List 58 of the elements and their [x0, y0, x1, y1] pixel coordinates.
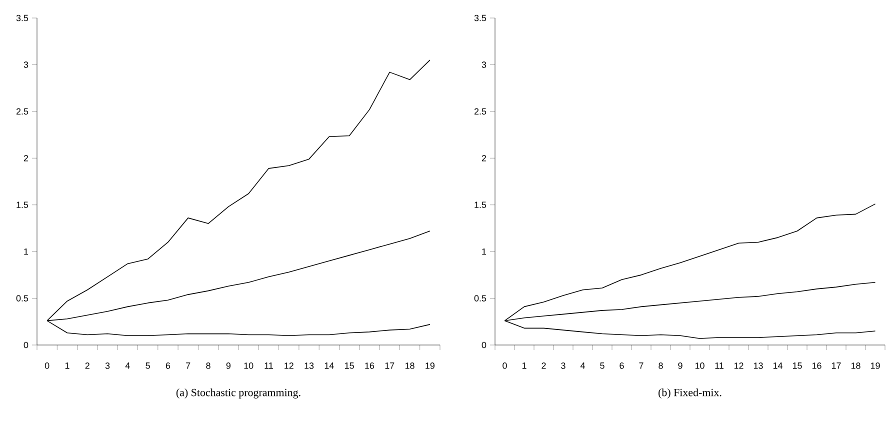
x-tick-label: 19	[870, 362, 880, 369]
x-tick-label: 7	[186, 362, 190, 369]
y-tick-label: 2.5	[16, 108, 28, 115]
y-tick-label: 1	[24, 248, 28, 255]
x-tick-label: 11	[715, 362, 724, 369]
x-tick-label: 2	[85, 362, 90, 369]
x-tick-label: 15	[345, 362, 354, 369]
x-tick-label: 5	[600, 362, 604, 369]
x-tick-label: 8	[206, 362, 210, 369]
x-tick-label: 0	[44, 362, 50, 369]
y-tick-label: 0	[482, 342, 486, 348]
y-tick-label: 0.5	[16, 295, 28, 302]
x-tick-label: 16	[365, 362, 374, 369]
x-tick-label: 14	[773, 362, 782, 369]
x-tick-label: 1	[65, 362, 70, 369]
x-tick-label: 9	[678, 362, 682, 369]
x-tick-label: 2	[542, 362, 546, 369]
x-tick-label: 13	[754, 362, 763, 369]
x-tick-label: 12	[734, 362, 744, 369]
x-tick-label: 17	[385, 362, 394, 369]
y-tick-label: 0	[24, 342, 28, 348]
y-tick-label: 2.5	[474, 108, 486, 115]
text: (a) Stochastic programming.	[176, 388, 300, 398]
y-tick-label: 2	[24, 155, 28, 162]
x-tick-label: 4	[580, 362, 585, 369]
y-tick-label: 3	[482, 62, 486, 68]
x-tick-label: 10	[244, 362, 254, 369]
y-tick-label: 3.5	[16, 14, 28, 22]
y-tick-label: 1.5	[474, 202, 486, 208]
y-tick-label: 3	[24, 62, 28, 68]
x-tick-label: 11	[264, 362, 273, 369]
x-tick-label: 10	[695, 362, 704, 369]
x-tick-label: 1	[522, 362, 526, 369]
x-tick-label: 6	[620, 362, 624, 369]
x-tick-label: 19	[426, 362, 434, 369]
x-tick-label: 18	[405, 362, 414, 369]
x-tick-label: 15	[792, 362, 802, 369]
y-tick-label: 2	[482, 155, 486, 162]
x-tick-label: 17	[832, 362, 841, 369]
text: (b) Fixed-mix.	[658, 388, 722, 398]
x-tick-label: 13	[304, 362, 314, 369]
x-tick-label: 7	[639, 362, 644, 369]
x-tick-label: 3	[105, 362, 110, 369]
x-tick-label: 6	[166, 362, 170, 369]
y-tick-label: 1.5	[16, 202, 28, 208]
x-tick-label: 9	[226, 362, 230, 369]
x-tick-label: 16	[812, 362, 822, 369]
y-tick-label: 3.5	[474, 14, 486, 22]
x-tick-label: 14	[324, 362, 334, 369]
x-tick-label: 0	[502, 362, 507, 369]
x-tick-label: 18	[851, 362, 860, 369]
x-tick-label: 8	[658, 362, 663, 369]
x-tick-label: 5	[146, 362, 150, 369]
x-tick-label: 12	[284, 362, 294, 369]
x-tick-label: 3	[561, 362, 566, 369]
y-tick-label: 0.5	[474, 295, 486, 302]
x-tick-label: 4	[125, 362, 130, 369]
y-tick-label: 1	[482, 248, 486, 255]
